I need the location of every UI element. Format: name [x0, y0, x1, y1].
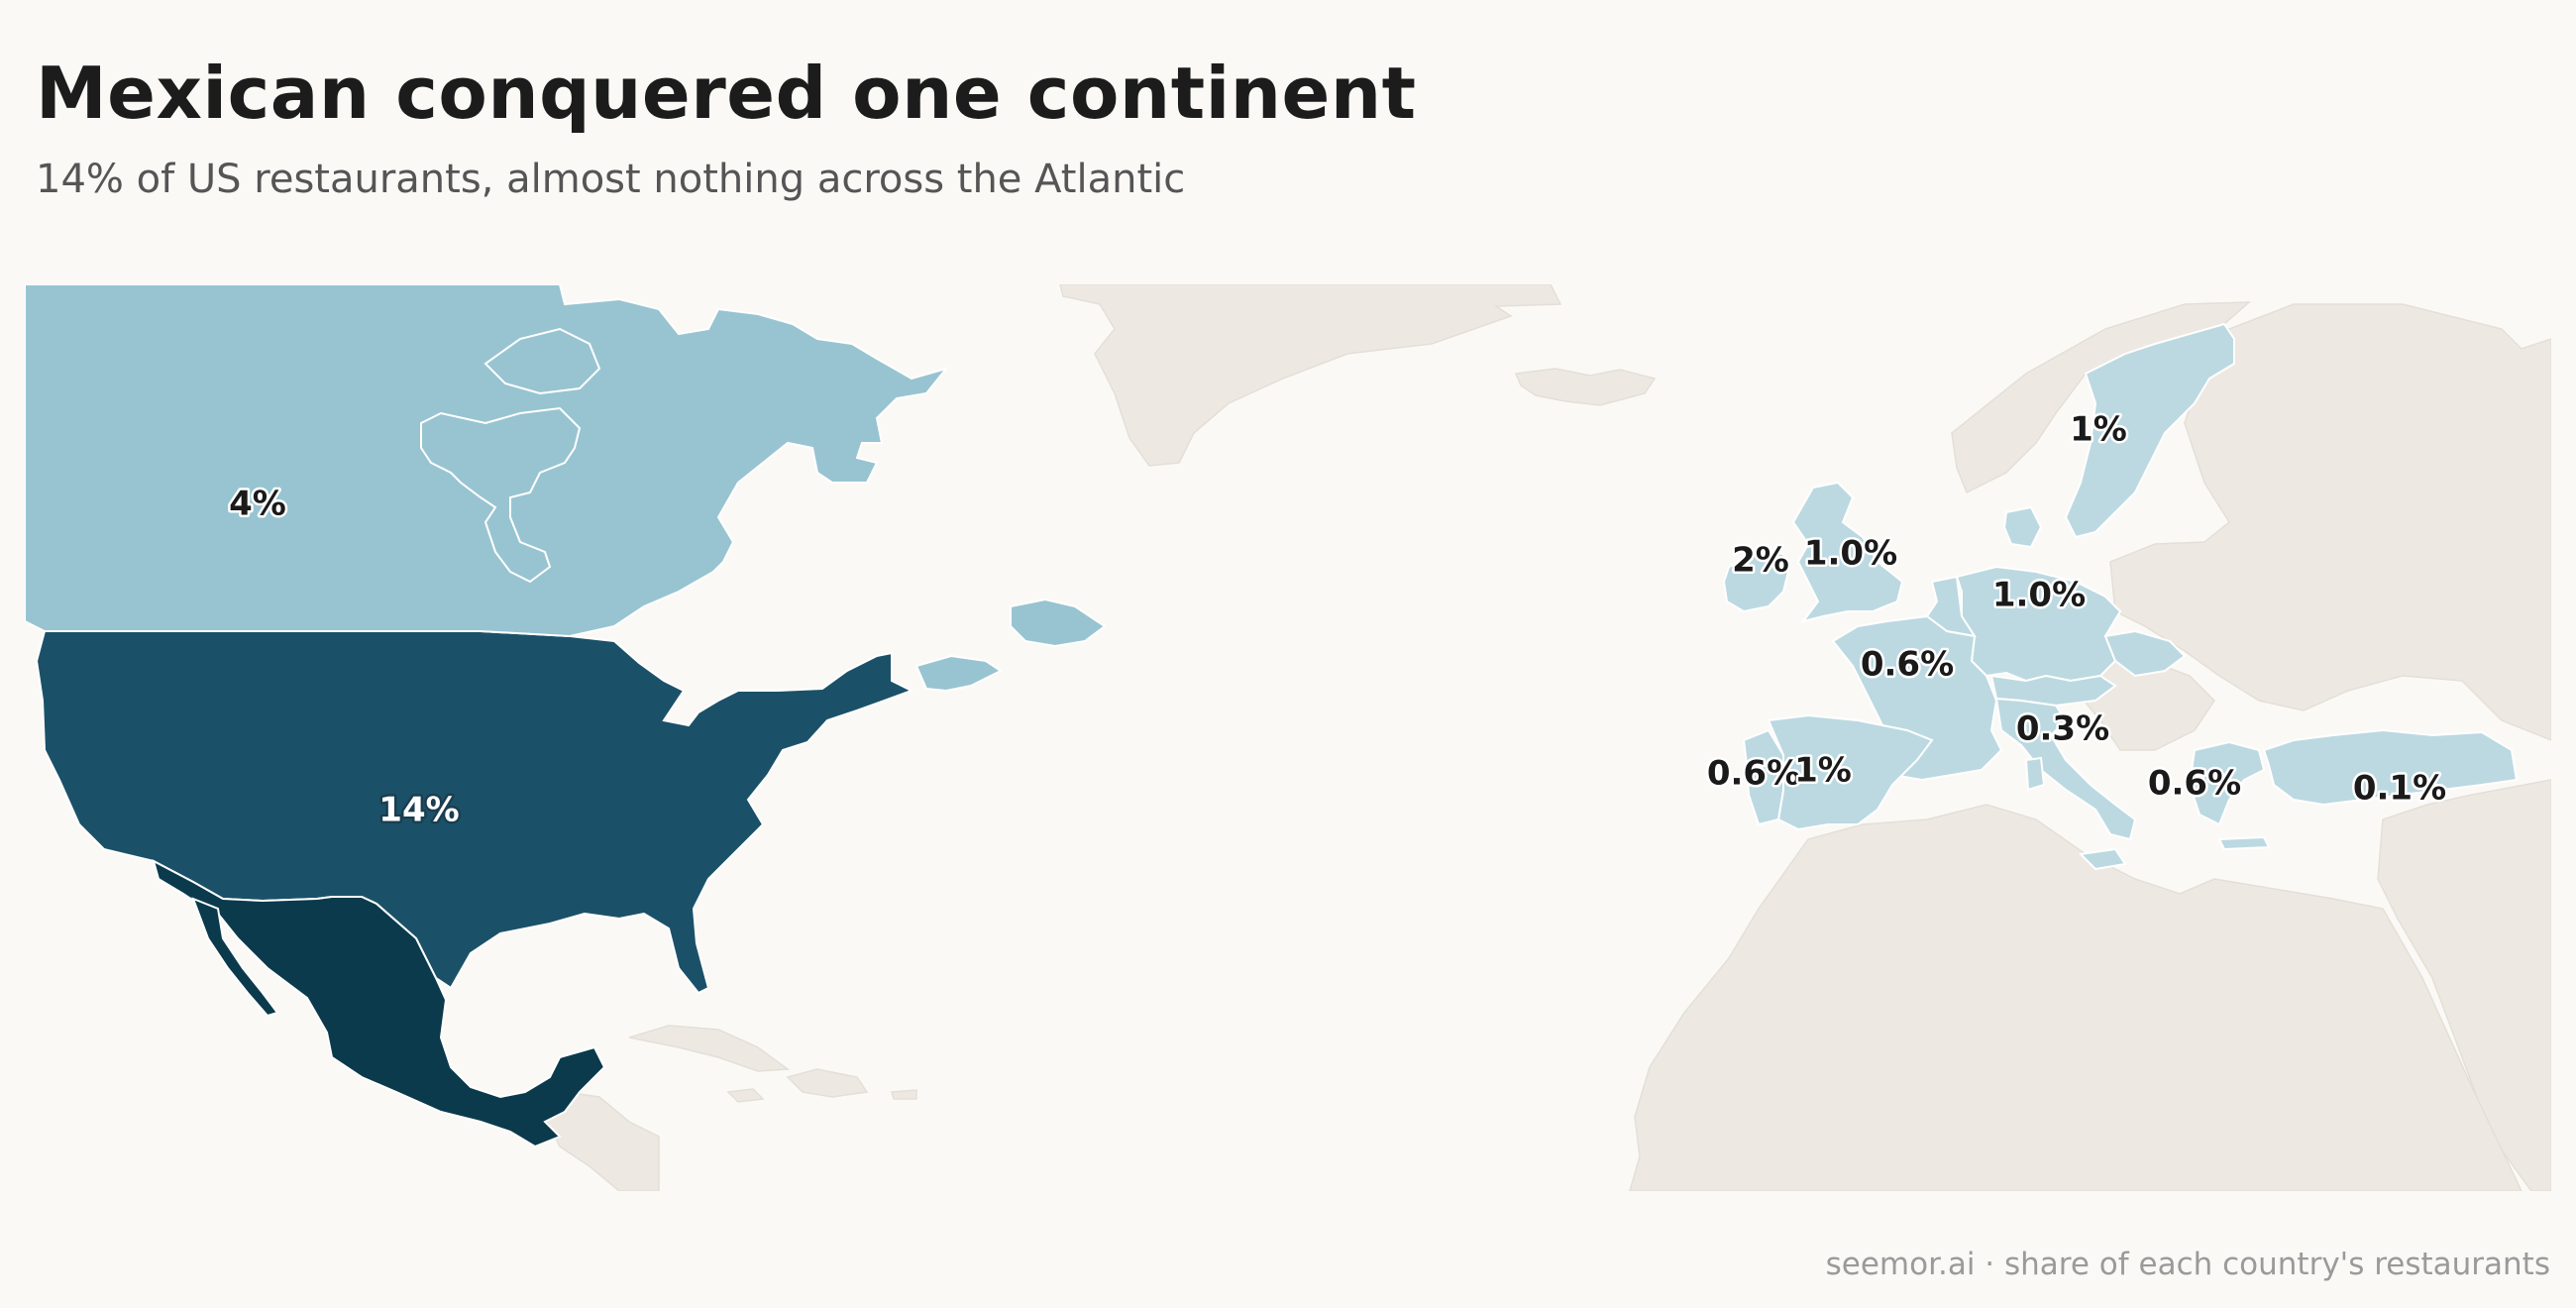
country-greece — [2188, 740, 2266, 826]
value-label-germany: 1.0% — [1992, 576, 2086, 615]
land-central-america — [539, 1091, 660, 1191]
country-denmark — [2002, 505, 2043, 549]
country-mexico — [152, 859, 606, 1148]
value-label-greece: 0.6% — [2148, 764, 2241, 804]
land-hispaniola — [786, 1068, 869, 1098]
country-sweden — [2064, 322, 2235, 539]
value-label-sweden: 1% — [2070, 410, 2127, 450]
value-label-ireland: 2% — [1732, 541, 1789, 581]
country-italy-sicily — [2078, 847, 2127, 871]
map-footer: seemor.ai · share of each country's rest… — [1825, 1247, 2550, 1282]
country-italy-sardinia — [2024, 756, 2046, 792]
choropleth-map: 14%4%2% 1.0%1%1.0%0.6%0.3%0.6%1% 0.6% 0.1% — [25, 284, 2551, 1191]
country-portugal — [1742, 728, 1784, 826]
country-turkey — [2262, 728, 2519, 807]
country-canada — [25, 284, 949, 638]
value-labels: 14%4%2% 1.0%1%1.0%0.6%0.3%0.6%1% 0.6% 0.1% — [227, 407, 2449, 832]
value-label-italy: 0.3% — [2016, 709, 2109, 749]
value-label-turkey: 0.1% — [2353, 769, 2446, 809]
country-canada-maritimes — [914, 598, 1107, 693]
land-greenland — [1059, 284, 1562, 467]
country-mexico-baja — [191, 897, 279, 1018]
value-label-united-kingdom: 1.0% — [1804, 534, 1897, 574]
country-poland-czech — [2103, 629, 2187, 678]
value-label-france: 0.6% — [1861, 645, 1954, 685]
map-subtitle: 14% of US restaurants, almost nothing ac… — [36, 157, 1186, 202]
country-greece-crete — [2217, 835, 2271, 851]
land-russia-east-europe — [2109, 303, 2551, 741]
value-label-canada: 4% — [229, 485, 286, 524]
map-title: Mexican conquered one continent — [36, 52, 1417, 135]
land-north-africa — [1629, 804, 2522, 1191]
country-united-kingdom — [1791, 481, 1904, 623]
country-ireland — [1722, 550, 1790, 613]
value-label-spain: 1% — [1794, 751, 1852, 791]
land-cuba — [628, 1025, 791, 1072]
land-jamaica — [726, 1088, 765, 1103]
land-middle-east — [2377, 779, 2551, 1191]
value-label-united-states: 14% — [378, 791, 459, 830]
country-france — [1831, 614, 2003, 782]
land-puerto-rico — [891, 1089, 917, 1100]
value-label-portugal: 0.6% — [1707, 754, 1800, 794]
land-iceland — [1514, 368, 1657, 406]
